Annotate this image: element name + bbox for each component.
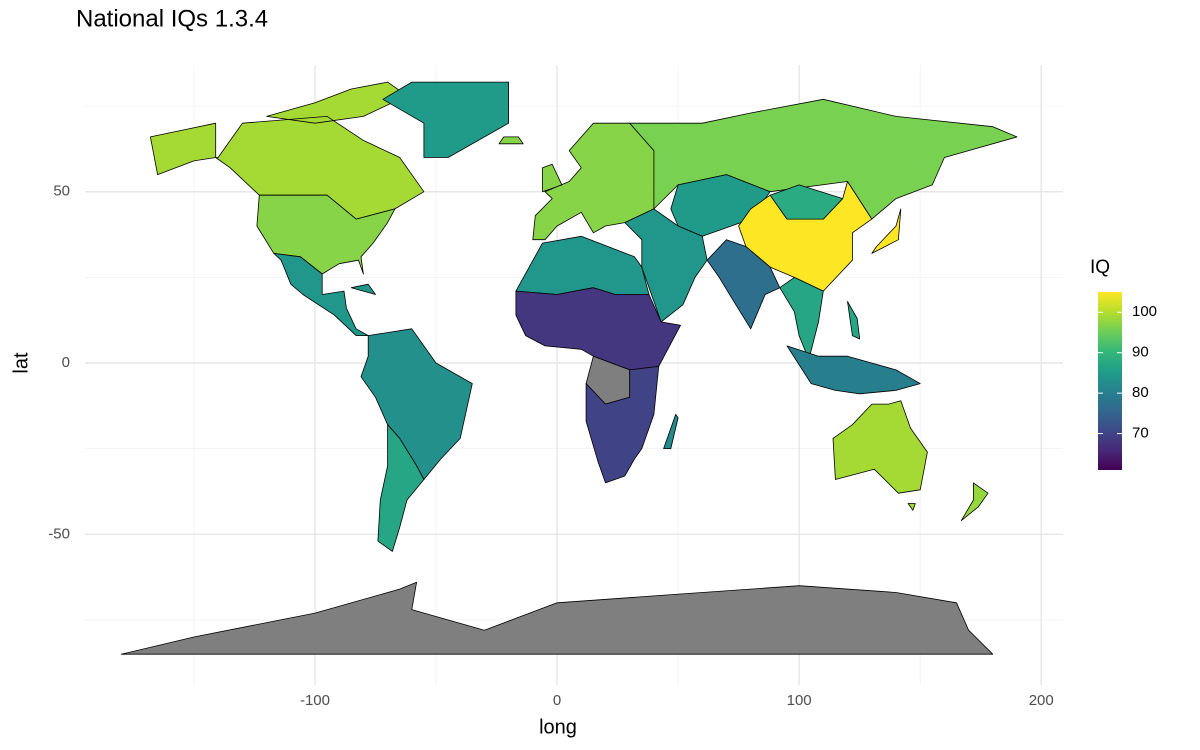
- region: [624, 208, 708, 323]
- chart-title: National IQs 1.3.4: [76, 5, 268, 32]
- legend-title: IQ: [1090, 257, 1110, 278]
- x-axis-label: long: [539, 716, 577, 738]
- region: [629, 98, 1018, 220]
- x-tick-label: 100: [787, 692, 812, 709]
- region: [706, 239, 781, 330]
- legend-tick-label: 80: [1132, 384, 1149, 401]
- x-tick-label: 200: [1029, 692, 1054, 709]
- legend-tick-label: 70: [1132, 425, 1149, 442]
- y-axis-label: lat: [10, 352, 32, 374]
- region: [786, 345, 921, 395]
- region: [779, 277, 861, 360]
- region: [663, 414, 679, 449]
- colorbar: [1098, 292, 1122, 470]
- legend-tick-label: 100: [1132, 303, 1157, 320]
- region: [382, 81, 509, 158]
- y-tick-label: 50: [53, 183, 70, 200]
- region: [273, 253, 376, 336]
- legend: 70 80 90 100: [1098, 292, 1157, 470]
- region: [120, 581, 994, 655]
- region: [360, 328, 473, 480]
- region: [832, 400, 928, 511]
- y-tick-label: 0: [62, 354, 70, 371]
- region: [871, 208, 902, 254]
- map: [120, 81, 1018, 655]
- region: [377, 424, 425, 552]
- region: [585, 366, 660, 484]
- x-tick-label: -100: [300, 692, 330, 709]
- region: [960, 482, 989, 521]
- x-tick-label: 0: [553, 692, 561, 709]
- legend-tick-label: 90: [1132, 344, 1149, 361]
- y-tick-label: -50: [48, 525, 70, 542]
- region: [769, 184, 844, 220]
- region: [515, 235, 650, 295]
